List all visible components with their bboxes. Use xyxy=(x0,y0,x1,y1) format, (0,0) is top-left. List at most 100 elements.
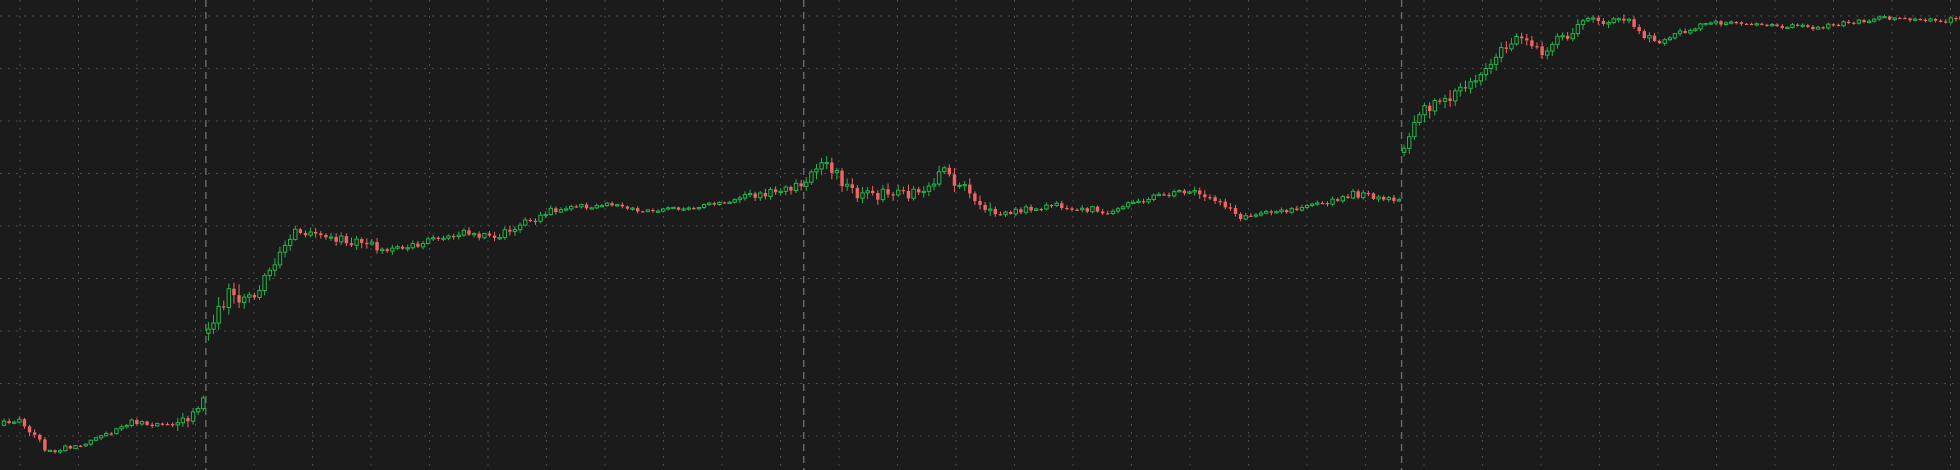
candle xyxy=(1667,36,1673,42)
candle-body-up xyxy=(1785,26,1790,30)
candle-body-up xyxy=(1769,24,1775,27)
candle-body-down xyxy=(487,233,492,236)
candle xyxy=(696,206,702,211)
candle xyxy=(1499,42,1504,63)
candle-body-up xyxy=(671,206,676,210)
candle-body-up xyxy=(425,238,431,245)
candle-body-up xyxy=(441,237,446,240)
candle-body-up xyxy=(1499,47,1504,58)
candle-body-down xyxy=(830,162,834,173)
candle xyxy=(1146,197,1151,205)
candle xyxy=(1269,209,1273,216)
candle xyxy=(871,185,875,196)
candle-body-up xyxy=(73,445,78,449)
candle xyxy=(983,202,987,213)
candle-body-up xyxy=(1872,18,1877,22)
candle xyxy=(1912,17,1918,22)
candle xyxy=(319,231,323,239)
candle xyxy=(1800,23,1805,28)
candle-body-down xyxy=(1821,27,1825,29)
candle xyxy=(1223,198,1227,210)
candle-body-down xyxy=(1535,46,1539,48)
candle xyxy=(1427,102,1432,119)
candle-body-up xyxy=(1606,22,1611,25)
candle xyxy=(978,195,982,210)
candle xyxy=(1330,196,1335,207)
candle xyxy=(216,297,221,330)
candle-body-down xyxy=(7,421,11,424)
candle xyxy=(1075,208,1079,211)
candle-body-down xyxy=(973,193,977,202)
candle-body-up xyxy=(379,248,385,251)
candle xyxy=(589,206,594,210)
candle xyxy=(1831,23,1836,27)
candle-body-down xyxy=(1049,205,1054,207)
candle xyxy=(1136,198,1141,204)
candle-body-up xyxy=(1856,19,1862,24)
candle xyxy=(282,240,288,258)
candle-body-up xyxy=(747,192,753,196)
candle-body-down xyxy=(886,189,890,195)
candle-body-up xyxy=(1555,35,1560,45)
candle-body-up xyxy=(742,194,748,199)
candle xyxy=(1044,202,1049,211)
candle xyxy=(1126,201,1131,210)
candle xyxy=(1371,192,1376,201)
candle-body-up xyxy=(1044,204,1049,210)
candle-body-up xyxy=(1340,196,1346,202)
candle xyxy=(625,205,630,211)
candle xyxy=(1401,144,1407,157)
candle-body-down xyxy=(916,189,921,193)
candle-body-up xyxy=(778,190,783,194)
candle-body-up xyxy=(1672,33,1678,39)
candle-body-up xyxy=(1013,208,1018,215)
candle xyxy=(1719,20,1723,27)
candle-body-down xyxy=(1223,201,1227,208)
candle xyxy=(1453,88,1458,107)
candle xyxy=(660,207,666,213)
candle xyxy=(651,208,655,213)
candle xyxy=(155,422,160,427)
candle xyxy=(778,188,783,196)
candle xyxy=(860,186,865,204)
candle xyxy=(1601,18,1606,26)
candle xyxy=(865,187,870,200)
candle-body-down xyxy=(1923,19,1928,21)
candle xyxy=(1090,205,1095,214)
candle xyxy=(952,168,957,193)
candle-body-down xyxy=(651,209,655,212)
candle-body-up xyxy=(1948,17,1954,23)
candle-body-down xyxy=(451,235,456,238)
candle-body-up xyxy=(814,168,819,173)
candle-body-up xyxy=(1263,210,1269,214)
candle xyxy=(1555,33,1560,49)
candle xyxy=(732,198,737,204)
candle xyxy=(1340,194,1346,204)
candle-body-up xyxy=(758,192,763,199)
candle-body-down xyxy=(1382,197,1386,200)
candle xyxy=(630,206,635,211)
candle-body-down xyxy=(773,189,778,193)
candle xyxy=(1806,23,1810,28)
candle-body-down xyxy=(1530,40,1534,47)
candle-body-up xyxy=(1591,17,1596,20)
candle xyxy=(1171,189,1177,198)
candle xyxy=(78,445,83,448)
candle xyxy=(63,444,68,452)
candle xyxy=(1908,17,1912,23)
candle xyxy=(1585,16,1591,23)
candle-body-up xyxy=(1468,81,1473,89)
candle xyxy=(1672,32,1678,40)
candle-body-up xyxy=(354,238,359,246)
candle-body-up xyxy=(1667,37,1673,41)
candle xyxy=(763,188,768,200)
candle xyxy=(579,203,584,209)
candle-body-up xyxy=(701,204,707,209)
candle xyxy=(1100,208,1105,215)
candle-body-down xyxy=(436,237,441,239)
candle xyxy=(1509,37,1514,52)
candle xyxy=(1790,22,1795,29)
candle xyxy=(1821,26,1825,30)
candle-body-up xyxy=(1473,80,1478,83)
candle xyxy=(1647,32,1652,43)
